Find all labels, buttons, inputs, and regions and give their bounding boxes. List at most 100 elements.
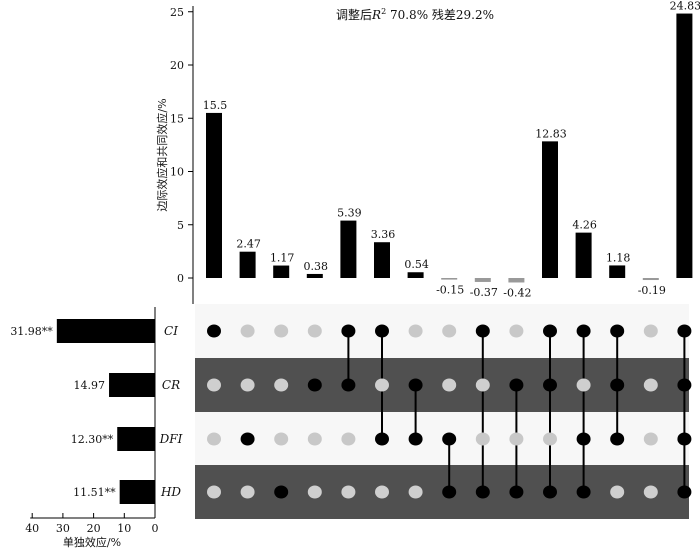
effect-bar [676,13,693,279]
effect-bar [306,273,323,278]
y-tick-label: 5 [177,219,184,232]
set-label: CI [164,324,178,338]
matrix-dot-inactive [643,378,658,392]
individual-value-label: 31.98** [10,325,53,338]
effect-bar [206,112,222,278]
x-axis-label: 单独效应/% [63,535,121,549]
bar-value-label: 24.83 [670,0,700,13]
annotation-superscript: 2 [381,7,386,16]
y-tick-label: 25 [170,6,184,19]
individual-effects-panel: CI CR DFI HD 31.98** 14.97 12.30** 11.51** 40 30 2… [10,307,183,549]
y-tick-label: 0 [177,272,184,285]
individual-effect-bar [117,427,155,451]
bar-value-label: 5.39 [337,207,362,220]
matrix-dot-active [543,485,557,499]
effect-bar [239,251,256,278]
matrix-dot-inactive [240,485,255,499]
matrix-dot-inactive [643,432,658,446]
bar-value-label: 12.83 [535,127,567,140]
matrix-dot-active [341,324,356,338]
matrix-dot-inactive [375,485,389,499]
set-membership-matrix [195,304,692,519]
matrix-dot-inactive [240,378,255,392]
set-label: HD [160,485,181,499]
annotation-residual: 残差29.2% [428,8,494,22]
matrix-dot-active [509,485,524,499]
matrix-dot-inactive [307,324,322,338]
matrix-dot-active [677,485,692,499]
matrix-dot-active [408,378,423,392]
matrix-dot-active [274,485,289,499]
bar-value-label: -0.42 [503,286,531,299]
effect-bar [407,272,424,278]
effect-bar [542,141,558,278]
individual-effect-bar [56,319,156,343]
bar-value-label: -0.37 [470,286,498,299]
bar-value-label: -0.15 [436,284,464,297]
matrix-dot-inactive [341,432,356,446]
individual-value-label: 14.97 [74,379,106,392]
matrix-dot-active [610,324,625,338]
matrix-dot-active [576,485,591,499]
x-tick-label: 40 [25,522,39,535]
matrix-dot-active [677,378,692,392]
fit-annotation: 调整后R2 70.8% 残差29.2% [336,7,494,22]
effect-bar [441,278,458,280]
bar-value-label: 0.38 [304,260,329,273]
y-axis-label: 边际效应和共同效应/% [155,98,169,211]
matrix-dot-active [408,432,423,446]
effect-bar [474,278,491,282]
bar-value-label: 3.36 [371,228,396,241]
matrix-dot-inactive [475,432,490,446]
matrix-dot-active [677,432,692,446]
matrix-dot-active [576,324,591,338]
matrix-dot-active [677,324,692,338]
x-tick-label: 0 [152,522,159,535]
matrix-dot-inactive [442,378,457,392]
individual-effect-bar [119,480,155,504]
matrix-dot-active [475,485,490,499]
y-tick-label: 10 [170,166,184,179]
matrix-dot-active [442,485,457,499]
annotation-r2-value: 70.8% [386,8,428,22]
matrix-dot-inactive [375,378,389,392]
bar-value-label: -0.19 [638,284,666,297]
individual-effect-bar [109,373,155,397]
matrix-dot-active [475,324,490,338]
matrix-dot-inactive [408,324,423,338]
matrix-dot-active [543,324,557,338]
matrix-dot-inactive [307,432,322,446]
matrix-dot-inactive [307,485,322,499]
matrix-dot-active [543,378,557,392]
effect-bar [609,265,626,278]
matrix-dot-inactive [643,485,658,499]
effect-bar [273,265,290,278]
matrix-dot-inactive [475,378,490,392]
individual-value-label: 12.30** [71,433,114,446]
set-label: DFI [159,432,183,446]
y-tick-label: 15 [170,112,184,125]
x-tick-label: 30 [56,522,70,535]
matrix-dot-inactive [207,378,221,392]
matrix-dot-active [576,432,591,446]
bar-value-label: 15.5 [203,99,228,112]
bar-value-label: 1.18 [606,251,631,264]
matrix-dot-inactive [274,378,289,392]
effect-bar [508,278,525,283]
matrix-dot-active [307,378,322,392]
matrix-dot-active [375,432,389,446]
matrix-dot-active [341,378,356,392]
annotation-prefix: 调整后 [336,7,372,22]
bar-value-label: 0.54 [404,258,429,271]
bar-value-label: 4.26 [572,219,597,232]
effect-bar [374,242,390,278]
matrix-dot-active [610,432,625,446]
matrix-dot-inactive [643,324,658,338]
effect-bar [642,278,659,281]
matrix-dot-active [509,378,524,392]
x-tick-label: 20 [87,522,101,535]
matrix-dot-inactive [543,432,557,446]
bar-value-label: 1.17 [270,252,295,265]
individual-value-label: 11.51** [73,486,116,499]
